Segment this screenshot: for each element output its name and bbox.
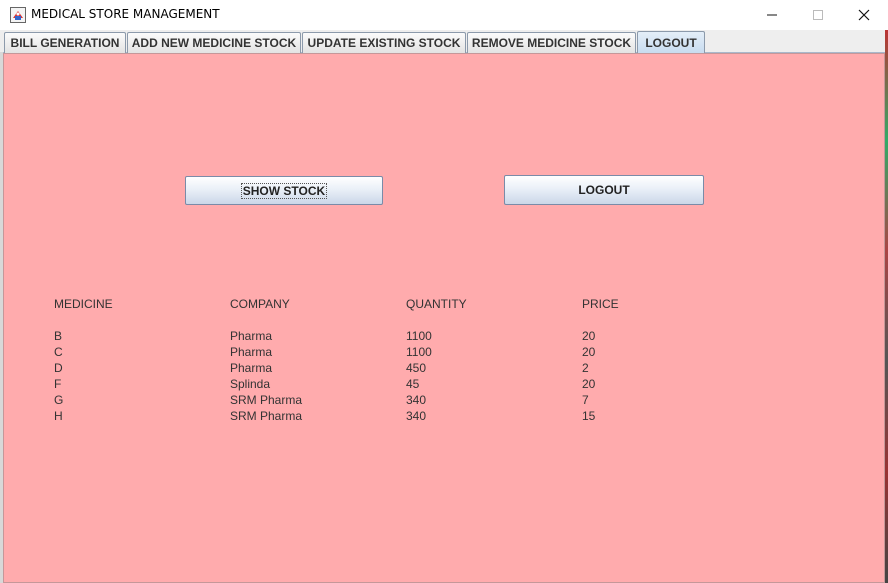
logout-panel: SHOW STOCK LOGOUT MEDICINE COMPANY QUANT… xyxy=(3,53,885,583)
window-border-left xyxy=(0,52,3,583)
tab-update-existing-stock[interactable]: UPDATE EXISTING STOCK xyxy=(302,32,466,53)
minimize-button[interactable] xyxy=(749,0,795,30)
header-medicine: MEDICINE xyxy=(54,297,113,311)
cell-medicine: G xyxy=(54,393,64,407)
cell-price: 20 xyxy=(582,329,596,343)
minimize-icon xyxy=(767,14,777,16)
cell-company: Pharma xyxy=(230,345,273,359)
show-stock-label: SHOW STOCK xyxy=(240,182,328,199)
header-price: PRICE xyxy=(582,297,619,311)
cell-price: 2 xyxy=(582,361,589,375)
cell-company: Splinda xyxy=(230,377,271,391)
app-icon xyxy=(10,7,26,23)
cell-medicine: C xyxy=(54,345,63,359)
close-button[interactable] xyxy=(841,0,887,30)
cell-company: SRM Pharma xyxy=(230,409,303,423)
header-company: COMPANY xyxy=(230,297,290,311)
desktop-background-strip xyxy=(885,30,888,583)
cell-quantity: 1100 xyxy=(406,329,432,343)
tab-bill-generation[interactable]: BILL GENERATION xyxy=(4,32,126,53)
tab-strip: BILL GENERATION ADD NEW MEDICINE STOCK U… xyxy=(0,30,885,53)
cell-company: Pharma xyxy=(230,361,273,375)
cell-company: SRM Pharma xyxy=(230,393,303,407)
cell-price: 20 xyxy=(582,377,596,391)
title-bar: MEDICAL STORE MANAGEMENT xyxy=(0,0,888,30)
cell-price: 20 xyxy=(582,345,596,359)
cell-medicine: D xyxy=(54,361,63,375)
header-quantity: QUANTITY xyxy=(406,297,467,311)
tab-add-new-medicine-stock[interactable]: ADD NEW MEDICINE STOCK xyxy=(127,32,301,53)
show-stock-button[interactable]: SHOW STOCK xyxy=(185,176,383,205)
close-icon xyxy=(858,9,870,21)
cell-quantity: 45 xyxy=(406,377,420,391)
cell-medicine: H xyxy=(54,409,63,423)
cell-company: Pharma xyxy=(230,329,273,343)
tab-remove-medicine-stock[interactable]: REMOVE MEDICINE STOCK xyxy=(467,32,636,53)
cell-quantity: 1100 xyxy=(406,345,432,359)
window-title: MEDICAL STORE MANAGEMENT xyxy=(31,7,220,21)
maximize-button[interactable] xyxy=(795,0,841,30)
cell-quantity: 450 xyxy=(406,361,427,375)
maximize-icon xyxy=(813,10,823,20)
logout-button[interactable]: LOGOUT xyxy=(504,175,704,205)
cell-price: 7 xyxy=(582,393,589,407)
cell-medicine: B xyxy=(54,329,63,343)
logout-label: LOGOUT xyxy=(578,183,630,197)
cell-quantity: 340 xyxy=(406,409,427,423)
cell-price: 15 xyxy=(582,409,596,423)
tab-logout[interactable]: LOGOUT xyxy=(637,31,705,53)
cell-medicine: F xyxy=(54,377,62,391)
cell-quantity: 340 xyxy=(406,393,427,407)
